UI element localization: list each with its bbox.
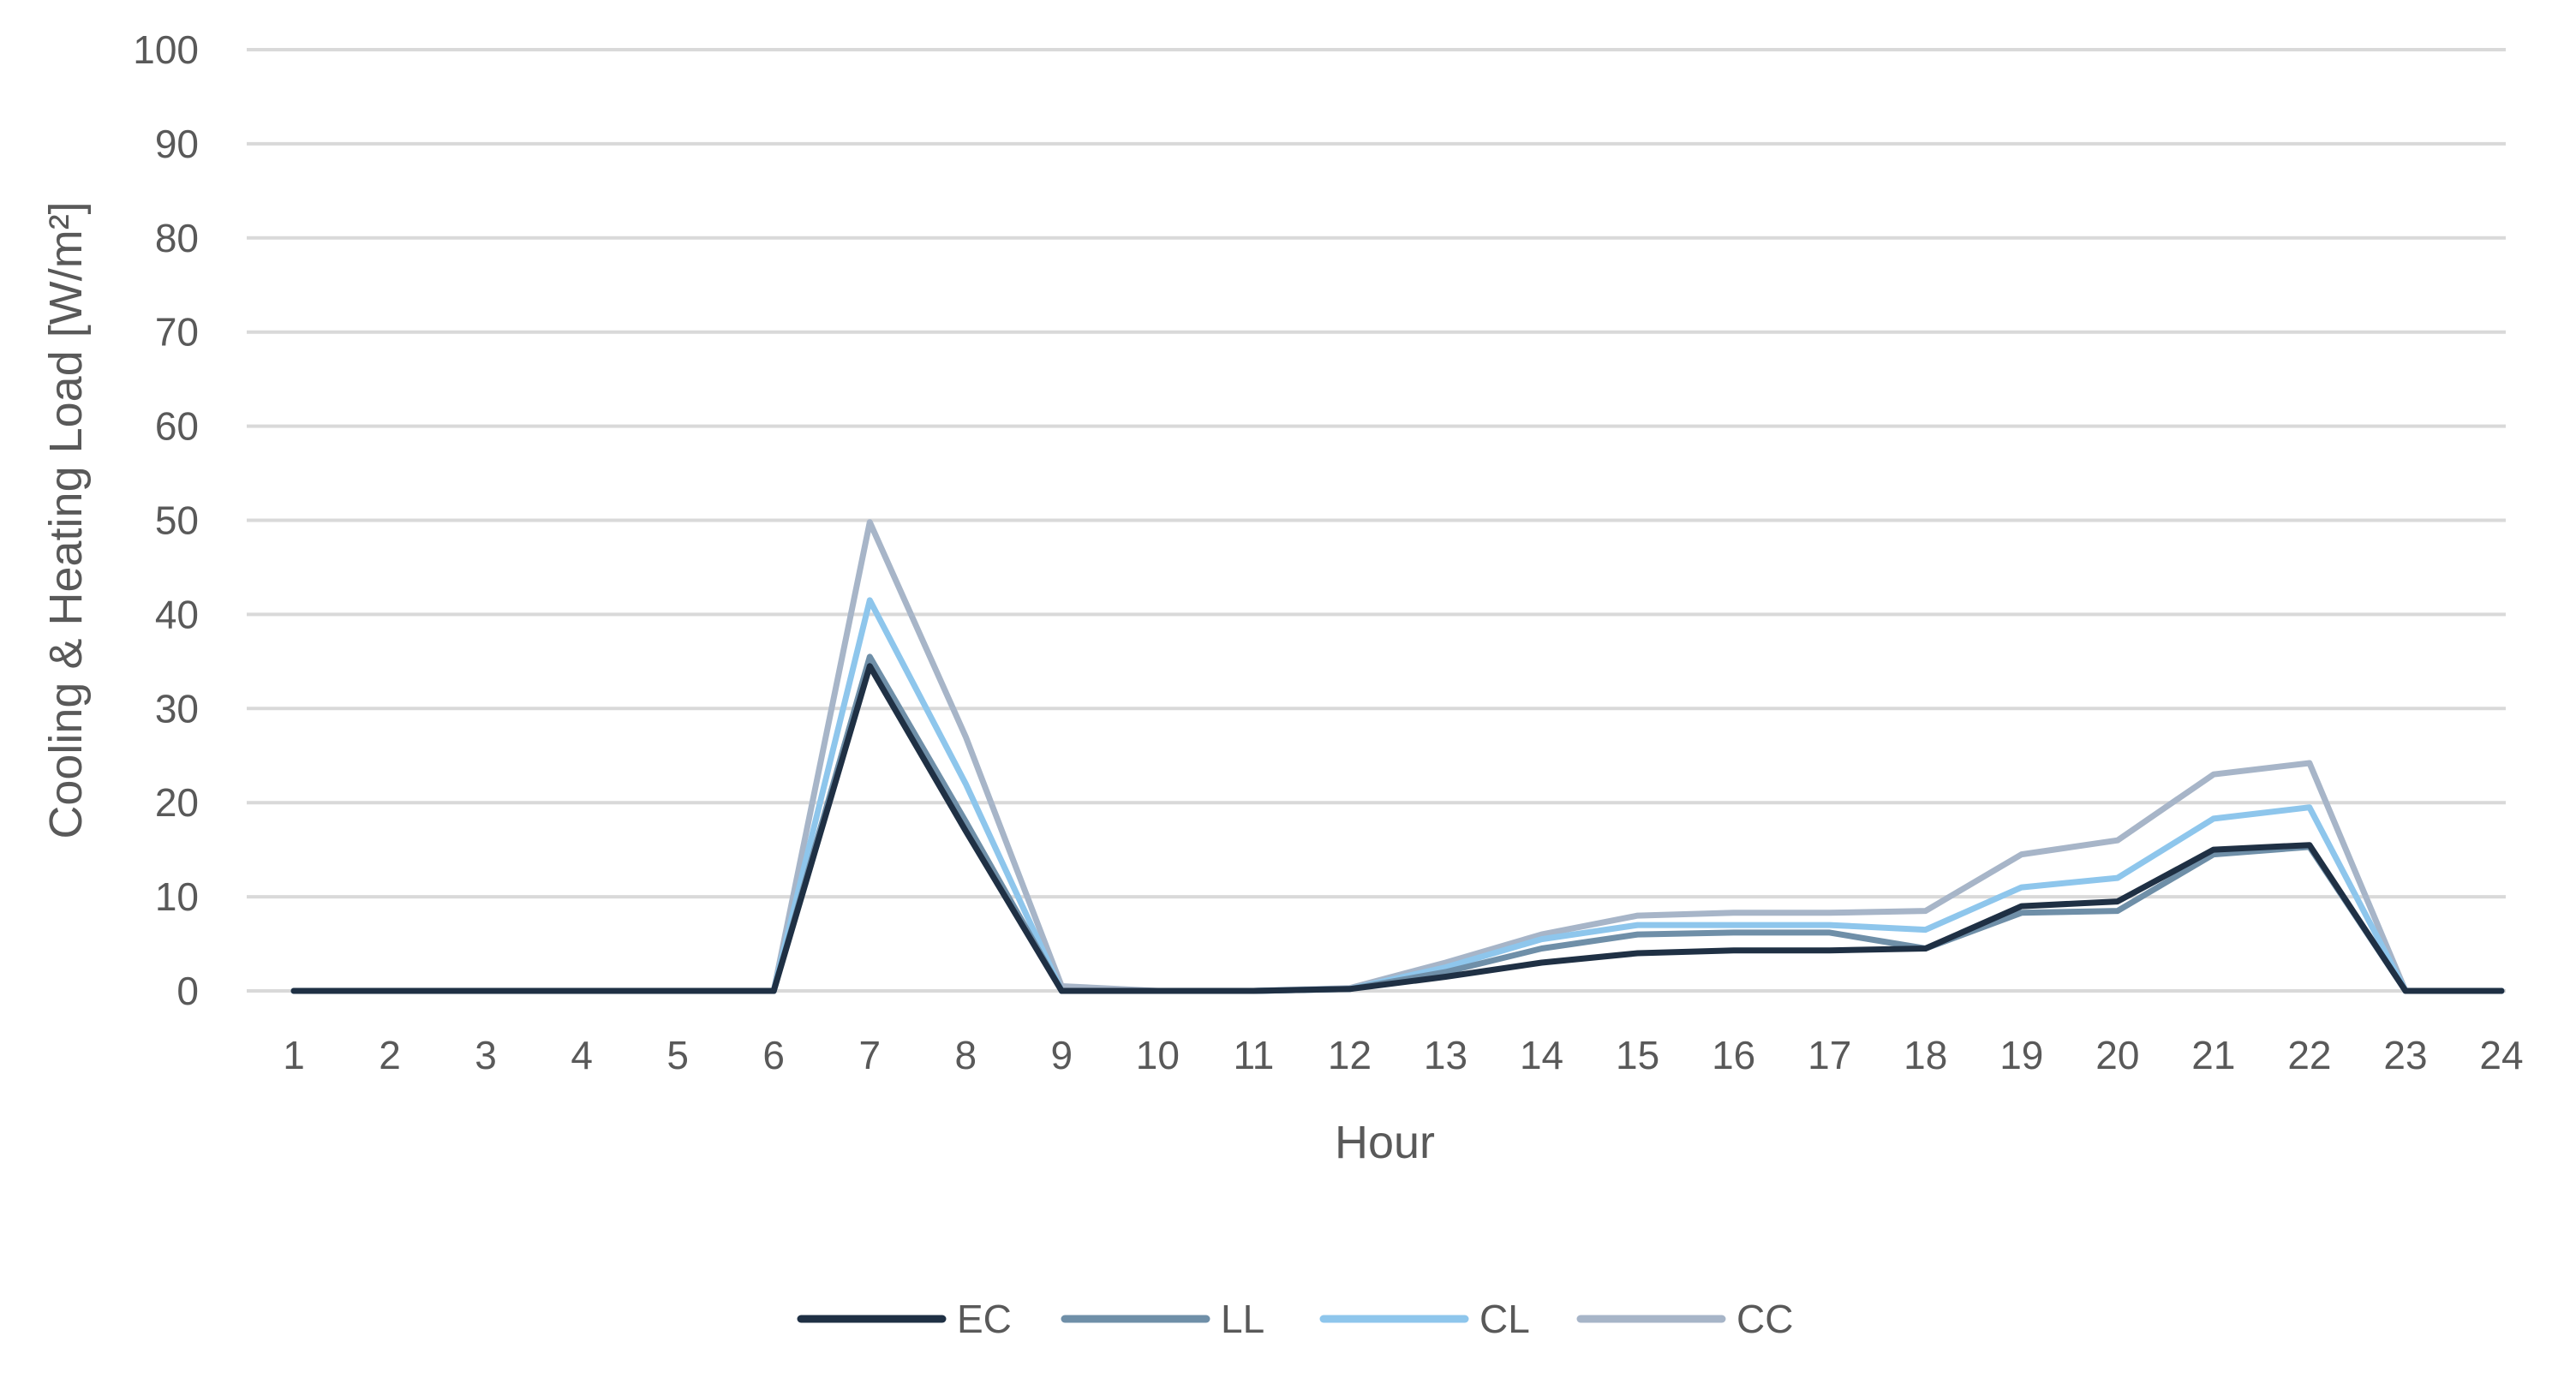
x-tick-label: 7 [858,1033,881,1077]
x-tick-label: 4 [571,1033,593,1077]
x-tick-label: 14 [1520,1033,1563,1077]
x-tick-label: 22 [2287,1033,2331,1077]
legend-item-ll: LL [1061,1297,1264,1341]
y-tick-label: 100 [133,27,199,72]
x-tick-label: 12 [1328,1033,1372,1077]
y-tick-label: 0 [176,969,199,1013]
y-tick-label: 90 [155,122,199,166]
x-tick-label: 23 [2383,1033,2427,1077]
legend-item-cl: CL [1319,1297,1530,1341]
x-tick-label: 8 [955,1033,977,1077]
x-tick-label: 17 [1808,1033,1851,1077]
series-line-cl [290,597,2505,994]
legend-item-cc: CC [1576,1297,1793,1341]
x-tick-label: 24 [2479,1033,2523,1077]
legend-label: LL [1221,1297,1264,1341]
y-tick-label: 40 [155,592,199,636]
x-tick-label: 1 [283,1033,305,1077]
x-tick-label: 9 [1051,1033,1073,1077]
legend-label: CC [1736,1297,1793,1341]
y-tick-label: 70 [155,310,199,355]
series-lines [290,519,2505,994]
y-tick-label: 80 [155,216,199,260]
x-tick-label: 15 [1616,1033,1659,1077]
y-tick-label: 50 [155,498,199,543]
x-tick-label: 13 [1424,1033,1467,1077]
y-tick-label: 10 [155,874,199,919]
legend: EC LL CL CC [797,1297,1793,1341]
x-tick-label: 3 [475,1033,497,1077]
x-tick-label: 18 [1904,1033,1947,1077]
y-axis-title: Cooling & Heating Load [W/m²] [40,201,92,838]
legend-label: CL [1479,1297,1530,1341]
x-tick-label: 11 [1234,1033,1275,1077]
legend-label: EC [957,1297,1012,1341]
x-axis-title: Hour [1335,1117,1435,1168]
x-tick-label: 5 [666,1033,689,1077]
x-tick-label: 6 [762,1033,785,1077]
series-line-cc [290,519,2505,994]
series-line-ec [290,663,2505,994]
x-tick-label: 19 [1999,1033,2043,1077]
legend-item-ec: EC [797,1297,1012,1341]
x-tick-label: 16 [1712,1033,1755,1077]
x-tick-label: 10 [1136,1033,1180,1077]
gridlines [247,48,2506,993]
y-tick-label: 60 [155,404,199,449]
y-tick-label: 20 [155,780,199,825]
y-axis-ticks: 0 10 20 30 40 50 60 70 80 90 100 [133,27,199,1013]
x-axis-ticks: 1 2 3 4 5 6 7 8 9 10 11 12 13 14 15 16 17 18 19 20 21 22 23 24 [283,1033,2523,1077]
x-tick-label: 21 [2191,1033,2235,1077]
x-tick-label: 2 [379,1033,401,1077]
x-tick-label: 20 [2095,1033,2139,1077]
y-tick-label: 30 [155,686,199,731]
